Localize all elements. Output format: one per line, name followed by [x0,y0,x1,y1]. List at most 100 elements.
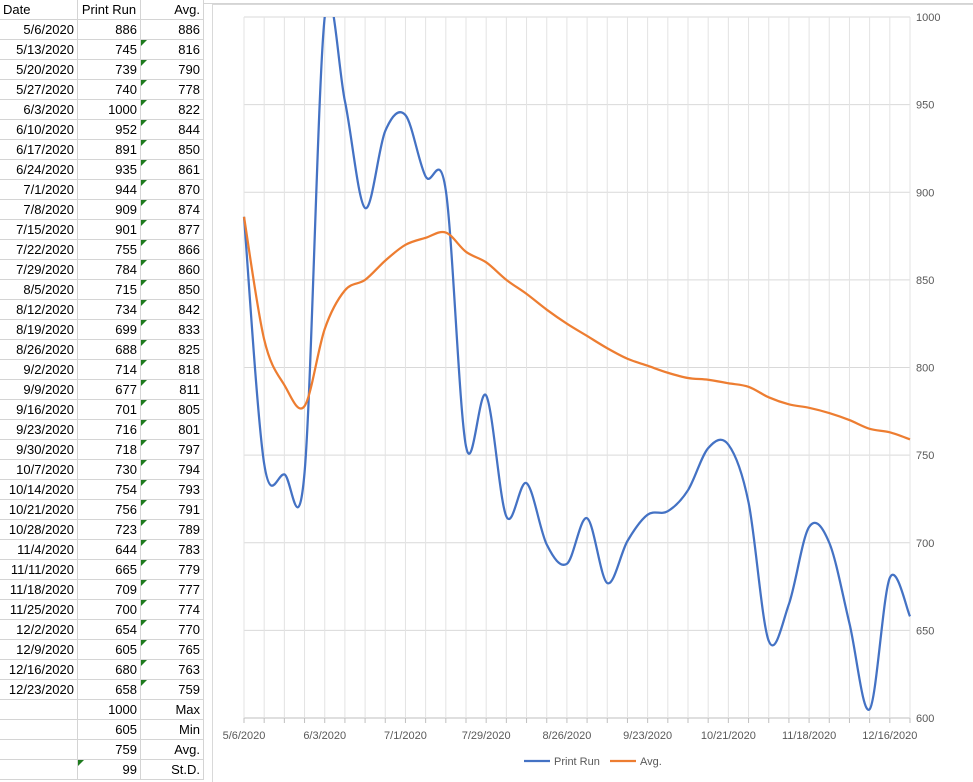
cell-print-run[interactable]: 677 [78,380,141,400]
cell-date[interactable]: 11/11/2020 [0,560,78,580]
cell-print-run[interactable]: 658 [78,680,141,700]
cell-summary-value[interactable]: 605 [78,720,141,740]
cell-print-run[interactable]: 734 [78,300,141,320]
cell-print-run[interactable]: 756 [78,500,141,520]
cell-avg[interactable]: 818 [141,360,204,380]
cell-avg[interactable]: 860 [141,260,204,280]
cell-avg[interactable]: 844 [141,120,204,140]
cell-print-run[interactable]: 755 [78,240,141,260]
cell-date[interactable]: 5/13/2020 [0,40,78,60]
cell-date[interactable]: 8/12/2020 [0,300,78,320]
cell-date[interactable]: 5/6/2020 [0,20,78,40]
cell-print-run[interactable]: 891 [78,140,141,160]
cell-print-run[interactable]: 901 [78,220,141,240]
cell-print-run[interactable]: 754 [78,480,141,500]
cell-print-run[interactable]: 644 [78,540,141,560]
cell-avg[interactable]: 861 [141,160,204,180]
cell-date[interactable]: 7/15/2020 [0,220,78,240]
cell-date[interactable]: 12/16/2020 [0,660,78,680]
cell-avg[interactable]: 870 [141,180,204,200]
cell-summary-label[interactable]: St.D. [141,760,204,780]
cell-print-run[interactable]: 716 [78,420,141,440]
cell-avg[interactable]: 811 [141,380,204,400]
cell-avg[interactable]: 778 [141,80,204,100]
cell-print-run[interactable]: 709 [78,580,141,600]
cell-empty[interactable] [0,720,78,740]
cell-print-run[interactable]: 944 [78,180,141,200]
cell-avg[interactable]: 783 [141,540,204,560]
cell-summary-value[interactable]: 1000 [78,700,141,720]
cell-print-run[interactable]: 739 [78,60,141,80]
cell-print-run[interactable]: 715 [78,280,141,300]
cell-date[interactable]: 9/30/2020 [0,440,78,460]
cell-avg[interactable]: 825 [141,340,204,360]
cell-avg[interactable]: 816 [141,40,204,60]
cell-date[interactable]: 9/16/2020 [0,400,78,420]
header-avg[interactable]: Avg. [141,0,204,20]
cell-print-run[interactable]: 665 [78,560,141,580]
cell-summary-value[interactable]: 759 [78,740,141,760]
cell-avg[interactable]: 791 [141,500,204,520]
cell-avg[interactable]: 770 [141,620,204,640]
cell-date[interactable]: 12/9/2020 [0,640,78,660]
cell-date[interactable]: 11/18/2020 [0,580,78,600]
cell-print-run[interactable]: 680 [78,660,141,680]
cell-summary-label[interactable]: Min [141,720,204,740]
cell-date[interactable]: 8/26/2020 [0,340,78,360]
cell-avg[interactable]: 874 [141,200,204,220]
cell-date[interactable]: 6/17/2020 [0,140,78,160]
cell-empty[interactable] [0,760,78,780]
cell-avg[interactable]: 850 [141,280,204,300]
cell-print-run[interactable]: 699 [78,320,141,340]
cell-date[interactable]: 6/3/2020 [0,100,78,120]
cell-empty[interactable] [0,700,78,720]
cell-print-run[interactable]: 730 [78,460,141,480]
cell-avg[interactable]: 765 [141,640,204,660]
cell-date[interactable]: 9/9/2020 [0,380,78,400]
cell-avg[interactable]: 774 [141,600,204,620]
cell-avg[interactable]: 877 [141,220,204,240]
cell-print-run[interactable]: 909 [78,200,141,220]
line-chart[interactable]: 600 650 700 750 800 850 900 950 1000 5/6/2020 6/3/… [212,4,973,782]
cell-date[interactable]: 11/25/2020 [0,600,78,620]
cell-print-run[interactable]: 935 [78,160,141,180]
cell-avg[interactable]: 822 [141,100,204,120]
cell-date[interactable]: 8/5/2020 [0,280,78,300]
cell-date[interactable]: 6/24/2020 [0,160,78,180]
cell-print-run[interactable]: 700 [78,600,141,620]
cell-print-run[interactable]: 745 [78,40,141,60]
cell-date[interactable]: 5/20/2020 [0,60,78,80]
cell-print-run[interactable]: 714 [78,360,141,380]
cell-avg[interactable]: 801 [141,420,204,440]
cell-avg[interactable]: 777 [141,580,204,600]
cell-avg[interactable]: 794 [141,460,204,480]
cell-avg[interactable]: 779 [141,560,204,580]
cell-print-run[interactable]: 740 [78,80,141,100]
cell-date[interactable]: 5/27/2020 [0,80,78,100]
cell-print-run[interactable]: 688 [78,340,141,360]
cell-avg[interactable]: 763 [141,660,204,680]
cell-print-run[interactable]: 886 [78,20,141,40]
cell-date[interactable]: 11/4/2020 [0,540,78,560]
cell-date[interactable]: 8/19/2020 [0,320,78,340]
cell-print-run[interactable]: 1000 [78,100,141,120]
cell-summary-label[interactable]: Avg. [141,740,204,760]
cell-print-run[interactable]: 784 [78,260,141,280]
cell-avg[interactable]: 797 [141,440,204,460]
cell-print-run[interactable]: 701 [78,400,141,420]
cell-date[interactable]: 10/7/2020 [0,460,78,480]
cell-date[interactable]: 7/22/2020 [0,240,78,260]
header-date[interactable]: Date [0,0,78,20]
cell-date[interactable]: 7/8/2020 [0,200,78,220]
cell-avg[interactable]: 842 [141,300,204,320]
cell-summary-value[interactable]: 99 [78,760,141,780]
cell-avg[interactable]: 789 [141,520,204,540]
cell-date[interactable]: 10/21/2020 [0,500,78,520]
cell-date[interactable]: 12/2/2020 [0,620,78,640]
cell-print-run[interactable]: 723 [78,520,141,540]
cell-avg[interactable]: 805 [141,400,204,420]
cell-date[interactable]: 7/29/2020 [0,260,78,280]
cell-date[interactable]: 9/23/2020 [0,420,78,440]
cell-avg[interactable]: 793 [141,480,204,500]
cell-avg[interactable]: 866 [141,240,204,260]
